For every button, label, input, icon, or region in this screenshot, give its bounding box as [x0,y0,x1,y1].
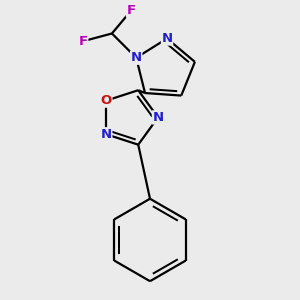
Text: N: N [152,111,164,124]
Text: N: N [161,32,172,45]
Text: F: F [127,4,136,17]
Text: F: F [79,35,88,48]
Text: N: N [101,128,112,141]
Text: N: N [131,51,142,64]
Text: O: O [100,94,112,107]
